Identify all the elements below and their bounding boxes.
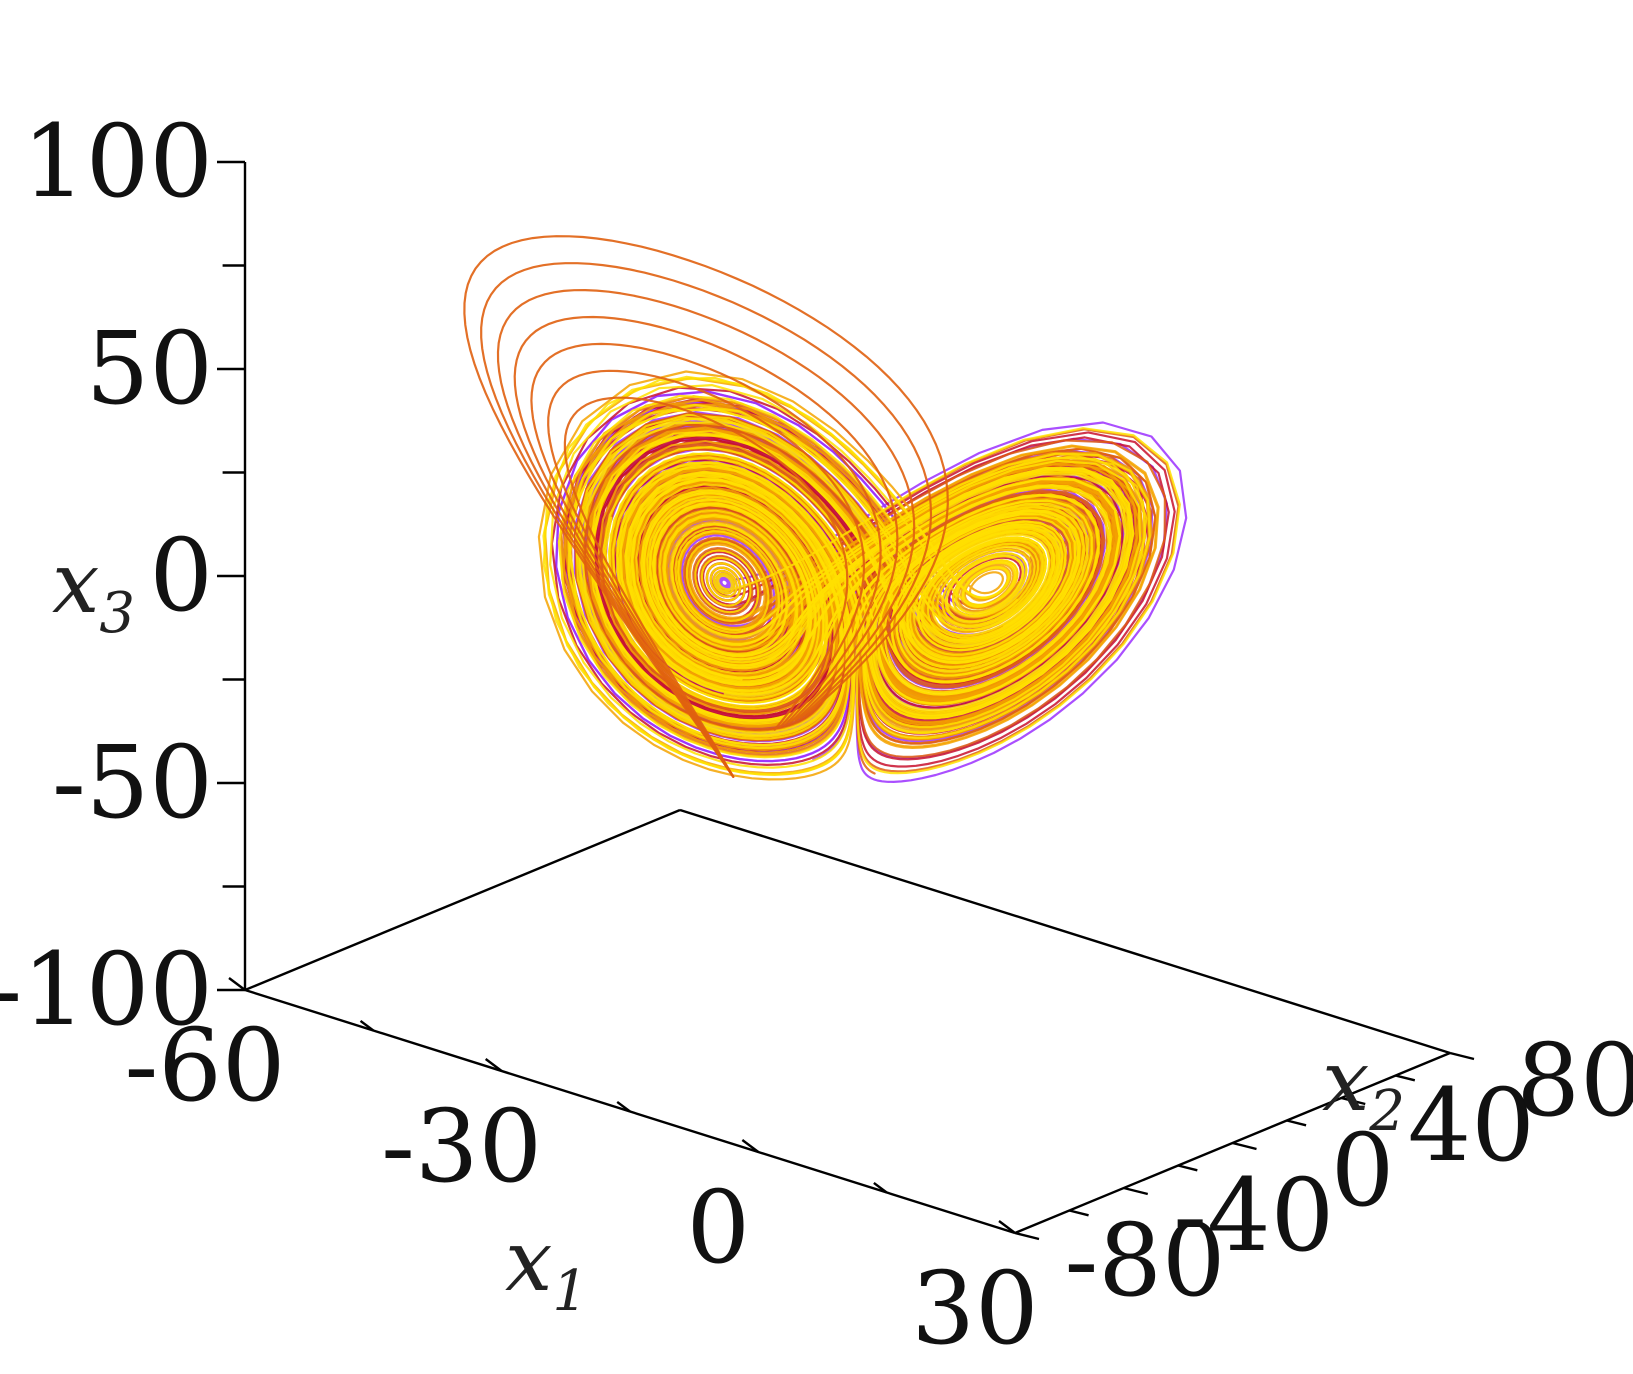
x2-tick xyxy=(1340,1096,1366,1106)
x1-tick-label: -60 xyxy=(124,1007,285,1124)
x1-tick-label: -30 xyxy=(381,1088,542,1205)
x3-tick-label: -100 xyxy=(0,931,213,1048)
x2-minor-tick xyxy=(1069,1209,1089,1217)
x2-tick-label: 80 xyxy=(1516,1022,1633,1139)
x1-tick-label: 0 xyxy=(687,1169,751,1286)
x2-axis-title: x2 xyxy=(1322,1032,1405,1144)
trajectory-line xyxy=(480,262,933,778)
x1-axis-title-subscript: 1 xyxy=(552,1259,588,1324)
x2-tick xyxy=(1123,1186,1149,1196)
x2-tick xyxy=(1014,1231,1040,1241)
trajectory-line xyxy=(463,235,949,778)
x1-axis-title: x1 xyxy=(505,1212,588,1324)
trajectory-line xyxy=(513,315,899,778)
trajectory-line xyxy=(530,342,882,778)
trajectory-line xyxy=(563,396,849,778)
trajectory-line xyxy=(496,289,916,778)
x2-tick xyxy=(1232,1141,1257,1151)
x1-minor-tick xyxy=(359,1019,375,1032)
x2-tick-label: 40 xyxy=(1408,1067,1535,1184)
x3-tick-label: 100 xyxy=(22,103,213,220)
x3-tick-label: 50 xyxy=(86,310,213,427)
x2-minor-tick xyxy=(1177,1164,1198,1172)
x1-tick-label: 30 xyxy=(911,1250,1038,1367)
x1-tick xyxy=(228,977,246,991)
x2-tick xyxy=(1449,1051,1475,1061)
x1-minor-tick xyxy=(616,1100,631,1113)
x2-tick-label: -40 xyxy=(1173,1157,1334,1274)
trajectory-line xyxy=(547,369,865,778)
x1-minor-tick xyxy=(873,1181,888,1194)
x3-axis-title: x3 xyxy=(52,534,135,646)
x3-tick-label: 0 xyxy=(149,517,213,634)
back-floor-edge-2 xyxy=(679,808,1451,1055)
x2-tick-label: 0 xyxy=(1331,1112,1395,1229)
x2-minor-tick xyxy=(1395,1074,1416,1082)
back-floor-edge xyxy=(244,808,681,992)
x1-tick xyxy=(998,1220,1016,1234)
trajectories-layer xyxy=(463,235,1188,783)
x3-tick-label: -50 xyxy=(52,724,213,841)
x2-axis-title-subscript: 2 xyxy=(1368,1079,1405,1144)
x2-minor-tick xyxy=(1286,1119,1307,1127)
x1-tick xyxy=(484,1058,503,1072)
axes-layer xyxy=(217,160,1475,1241)
x1-tick xyxy=(741,1139,760,1153)
x2-tick-label: -80 xyxy=(1064,1202,1225,1319)
x3-axis-title-subscript: 3 xyxy=(99,581,135,646)
